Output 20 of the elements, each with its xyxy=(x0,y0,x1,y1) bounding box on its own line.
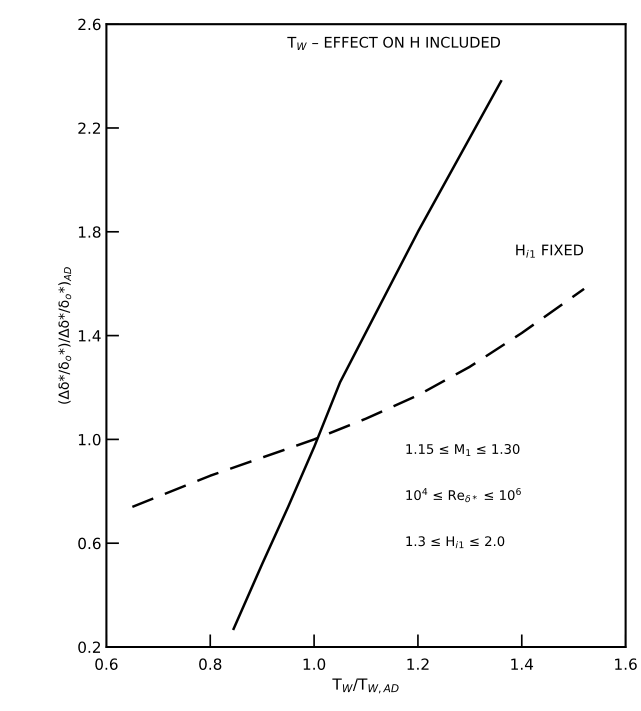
y-axis-title: (Δδ*/δ$_{o}$*)/Δδ*/δ$_{o}$*)$_{AD}$ xyxy=(58,267,72,404)
annotation: 1.15 ≤ M$_{1}$ ≤ 1.30 xyxy=(406,444,520,456)
text: H$_{i1}$ FIXED xyxy=(516,244,584,258)
y-tick-label: 0.6 xyxy=(78,538,101,550)
y-tick-label: 1.4 xyxy=(78,330,101,342)
x-axis-title: T$_{W}$/T$_{W,AD}$ xyxy=(332,678,399,694)
y-tick-label: 2.2 xyxy=(78,122,100,134)
x-tick-label: 0.8 xyxy=(199,658,222,670)
y-tick-label: 1.0 xyxy=(78,434,101,446)
text: T$_{W}$ – EFFECT ON H INCLUDED xyxy=(287,36,500,50)
x-tick-label: 1.2 xyxy=(407,658,429,670)
annotation: 1.3 ≤ H$_{i1}$ ≤ 2.0 xyxy=(406,536,504,548)
y-tick-label: 0.2 xyxy=(78,641,100,654)
x-tick-label: 1.0 xyxy=(304,658,326,670)
annotation: 10$^{4}$ ≤ Re$_{δ*}$ ≤ 10$^{6}$ xyxy=(406,488,521,502)
x-tick-label: 0.6 xyxy=(95,658,118,670)
y-tick-label: 2.6 xyxy=(78,18,101,30)
x-tick-label: 1.4 xyxy=(511,658,534,670)
x-tick-label: 1.6 xyxy=(615,658,637,670)
y-tick-label: 1.8 xyxy=(78,226,100,238)
